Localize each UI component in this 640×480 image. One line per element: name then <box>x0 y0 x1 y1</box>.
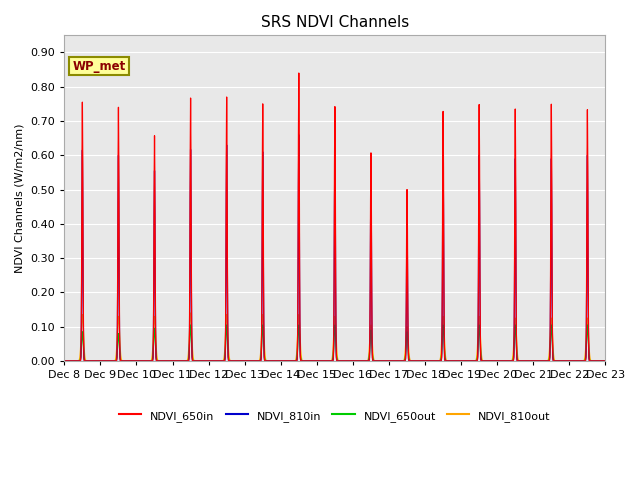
Line: NDVI_810in: NDVI_810in <box>65 135 605 361</box>
NDVI_650out <box>538 358 545 364</box>
NDVI_810in <box>419 358 427 364</box>
NDVI_650out <box>168 358 175 364</box>
Line: NDVI_810out: NDVI_810out <box>65 313 605 361</box>
NDVI_650out <box>490 358 497 364</box>
NDVI_810in <box>538 358 545 364</box>
NDVI_810in <box>241 358 249 364</box>
NDVI_810out <box>538 358 545 364</box>
Title: SRS NDVI Channels: SRS NDVI Channels <box>260 15 409 30</box>
NDVI_650in <box>241 358 249 364</box>
NDVI_810in <box>61 358 68 364</box>
NDVI_810in <box>490 358 497 364</box>
Y-axis label: NDVI Channels (W/m2/nm): NDVI Channels (W/m2/nm) <box>15 123 25 273</box>
NDVI_810out <box>168 358 175 364</box>
NDVI_650in <box>295 70 303 76</box>
NDVI_650in <box>419 358 427 364</box>
NDVI_650in <box>61 358 68 364</box>
NDVI_650in <box>168 358 175 364</box>
NDVI_650out <box>180 358 188 364</box>
NDVI_810out <box>187 310 195 316</box>
Line: NDVI_650in: NDVI_650in <box>65 73 605 361</box>
NDVI_810out <box>242 358 250 364</box>
Legend: NDVI_650in, NDVI_810in, NDVI_650out, NDVI_810out: NDVI_650in, NDVI_810in, NDVI_650out, NDV… <box>115 406 555 426</box>
NDVI_810in <box>601 358 609 364</box>
NDVI_650in <box>180 358 188 364</box>
NDVI_810out <box>419 358 427 364</box>
NDVI_810out <box>61 358 68 364</box>
NDVI_650out <box>419 358 427 364</box>
NDVI_650in <box>601 358 609 364</box>
NDVI_810out <box>601 358 609 364</box>
NDVI_650in <box>490 358 497 364</box>
NDVI_810out <box>180 358 188 364</box>
NDVI_810in <box>295 132 303 138</box>
NDVI_810in <box>168 358 175 364</box>
NDVI_650out <box>187 322 195 328</box>
NDVI_650out <box>601 358 609 364</box>
NDVI_650in <box>538 358 545 364</box>
NDVI_810out <box>490 358 497 364</box>
Text: WP_met: WP_met <box>72 60 125 72</box>
NDVI_810in <box>180 358 188 364</box>
NDVI_650out <box>61 358 68 364</box>
Line: NDVI_650out: NDVI_650out <box>65 325 605 361</box>
NDVI_650out <box>242 358 250 364</box>
